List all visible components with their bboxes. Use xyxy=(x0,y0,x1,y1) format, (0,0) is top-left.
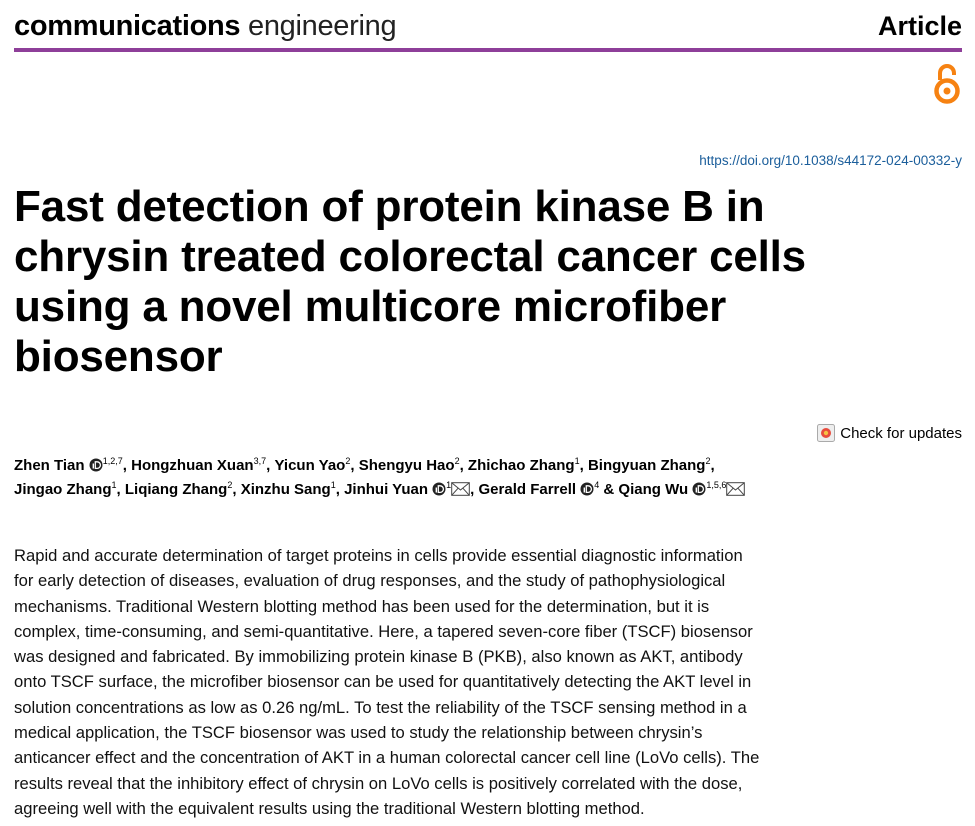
author-name: Shengyu Hao xyxy=(358,457,455,474)
orcid-icon[interactable] xyxy=(692,482,706,496)
journal-name: communications engineering xyxy=(14,10,397,43)
author-separator: & xyxy=(599,481,619,498)
author-separator: , xyxy=(459,457,468,474)
author-name: Gerald Farrell xyxy=(478,481,577,498)
orcid-d xyxy=(585,485,593,494)
author-separator: , xyxy=(116,481,125,498)
abstract-line: solution concentrations as low as 0.26 n… xyxy=(14,697,747,717)
abstract-line: results reveal that the inhibitory effec… xyxy=(14,773,743,793)
author-name: Jingao Zhang xyxy=(14,481,112,498)
author-separator: , xyxy=(266,457,275,474)
author: Shengyu Hao2, xyxy=(358,456,468,475)
author: Gerald Farrell 4 & xyxy=(478,480,619,499)
author: Yicun Yao2, xyxy=(274,456,359,475)
author-name: Bingyuan Zhang xyxy=(587,457,706,474)
author-affiliations: 4 xyxy=(594,480,600,490)
abstract-line: complex, time-consuming, and semi-quanti… xyxy=(14,621,753,641)
orcid-icon[interactable] xyxy=(89,458,103,472)
abstract-line: onto TSCF surface, the microfiber biosen… xyxy=(14,672,752,692)
author-list: Zhen Tian 1,2,7, Hongzhuan Xuan3,7, Yicu… xyxy=(14,454,804,502)
email-icon[interactable] xyxy=(726,482,746,496)
author: Hongzhuan Xuan3,7, xyxy=(131,456,275,475)
orcid-d xyxy=(437,485,445,494)
author-name: Liqiang Zhang xyxy=(124,481,228,498)
header-rule xyxy=(14,48,962,52)
abstract-line: was designed and fabricated. By immobili… xyxy=(14,647,743,667)
orcid-d xyxy=(94,461,101,470)
author-separator: , xyxy=(232,481,241,498)
author-affiliations: 2 xyxy=(227,480,233,490)
envelope-flap xyxy=(726,482,746,496)
author-affiliations: 1 xyxy=(111,480,117,490)
author: Zhichao Zhang1, xyxy=(467,456,588,475)
author-affiliations: 2 xyxy=(345,456,351,466)
author-separator: , xyxy=(122,457,132,474)
author-affiliations: 2 xyxy=(705,456,711,466)
author-separator: , xyxy=(470,481,479,498)
author-affiliations: 1,5,6 xyxy=(706,480,727,490)
author: Jingao Zhang1, xyxy=(14,480,125,499)
article-type: Article xyxy=(877,11,962,41)
doi-link[interactable]: https://doi.org/10.1038/s44172-024-00332… xyxy=(699,153,962,168)
abstract-line: for early detection of diseases, evaluat… xyxy=(14,571,726,591)
author-affiliations: 1 xyxy=(574,456,580,466)
author-affiliations: 1 xyxy=(330,480,336,490)
abstract-line: mechanisms. Traditional Western blotting… xyxy=(14,596,710,616)
orcid-icon[interactable] xyxy=(432,482,446,496)
author: Qiang Wu 1,5,6 xyxy=(618,480,746,498)
orcid-i xyxy=(583,487,586,493)
abstract-line: medical application, the TSCF biosensor … xyxy=(14,723,703,743)
author-name: Yicun Yao xyxy=(274,457,346,474)
author-name: Hongzhuan Xuan xyxy=(131,457,254,474)
envelope xyxy=(726,482,746,496)
journal-bold: communications xyxy=(14,10,241,42)
check-updates-icon xyxy=(817,424,836,442)
abstract: Rapid and accurate determination of targ… xyxy=(14,543,759,821)
check-updates[interactable]: Check for updates xyxy=(817,424,962,442)
author: Liqiang Zhang2, xyxy=(124,480,241,499)
orcid-icon[interactable] xyxy=(580,482,594,496)
author-affiliations: 1,2,7 xyxy=(102,456,123,466)
abstract-line: Rapid and accurate determination of targ… xyxy=(14,546,743,565)
author: Xinzhu Sang1, xyxy=(240,480,345,499)
author-separator: , xyxy=(710,457,719,474)
abstract-line: anticancer effect and the concentration … xyxy=(14,748,760,768)
orcid-i xyxy=(92,463,94,469)
email-icon[interactable] xyxy=(451,482,470,496)
orcid-d xyxy=(697,485,705,494)
author-name: Xinzhu Sang xyxy=(240,481,331,498)
orcid-i xyxy=(695,487,698,493)
author: Zhen Tian 1,2,7, xyxy=(14,456,132,475)
author: Bingyuan Zhang2, xyxy=(587,456,719,475)
open-access-icon xyxy=(934,64,960,104)
author-separator: , xyxy=(579,457,588,474)
author-affiliations: 1 xyxy=(446,480,452,490)
orcid-i xyxy=(435,487,438,493)
author-name: Zhen Tian xyxy=(14,457,85,474)
article-title: Fast detection of protein kinase B in ch… xyxy=(14,182,806,381)
author-name: Jinhui Yuan xyxy=(344,481,428,498)
author-affiliations: 2 xyxy=(454,456,460,466)
author: Jinhui Yuan 1, xyxy=(344,480,479,499)
author-separator: , xyxy=(350,457,359,474)
check-updates-text[interactable]: Check for updates xyxy=(840,424,962,442)
author-name: Zhichao Zhang xyxy=(467,457,575,474)
author-affiliations: 3,7 xyxy=(253,456,267,466)
envelope-flap xyxy=(451,482,470,496)
author-name: Qiang Wu xyxy=(618,481,689,498)
abstract-line: agreeing well with the equivalent result… xyxy=(14,798,645,818)
author-separator: , xyxy=(335,481,345,498)
journal-light: engineering xyxy=(248,10,397,42)
envelope xyxy=(451,482,470,496)
